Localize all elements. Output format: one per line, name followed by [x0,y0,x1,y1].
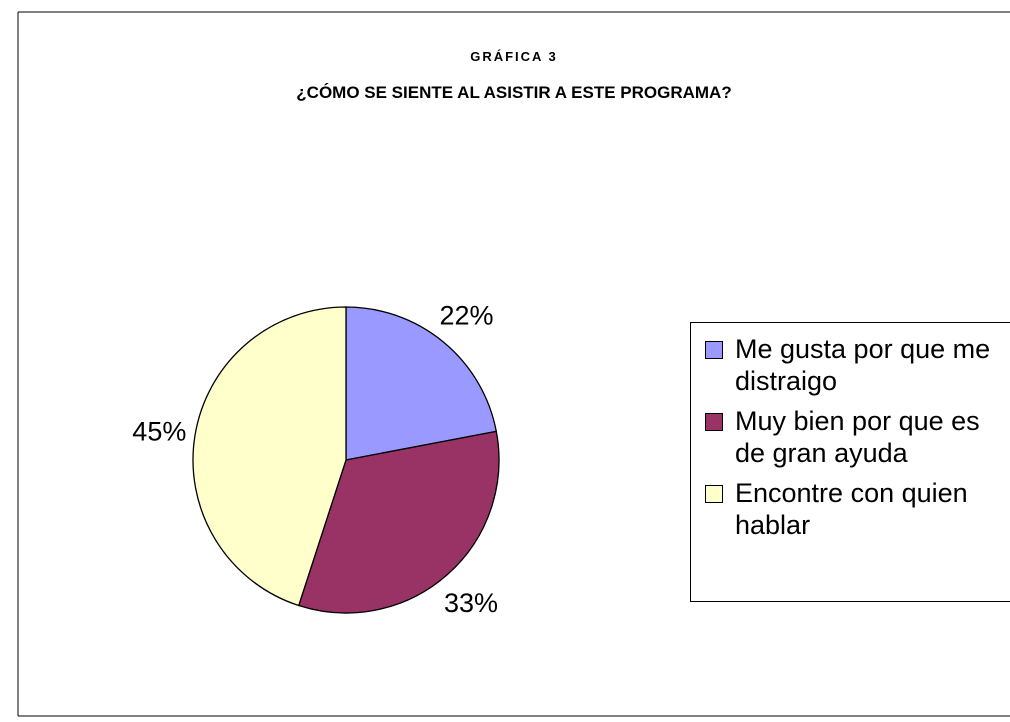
data-label: 45% [132,416,186,446]
legend-item: Me gusta por que me distraigo [705,333,1010,397]
chart-subtitle: ¿CÓMO SE SIENTE AL ASISTIR A ESTE PROGRA… [296,83,731,102]
pie-slice [345,306,498,461]
legend-swatch [705,341,723,359]
pie-slice [297,430,500,614]
chart-title: GRÁFICA 3 [470,49,558,64]
legend-item: Encontre con quien hablar [705,477,1010,541]
pie-slice [192,306,347,607]
legend-label: Muy bien por que es de gran ayuda [735,406,980,468]
legend-item: Muy bien por que es de gran ayuda [705,405,1010,469]
legend-label: Encontre con quien hablar [735,478,968,540]
legend: Me gusta por que me distraigo Muy bien po… [690,322,1010,602]
legend-label: Me gusta por que me distraigo [735,334,991,396]
legend-swatch [705,413,723,431]
legend-swatch [705,485,723,503]
data-label: 33% [444,588,498,618]
data-label: 22% [439,300,493,330]
